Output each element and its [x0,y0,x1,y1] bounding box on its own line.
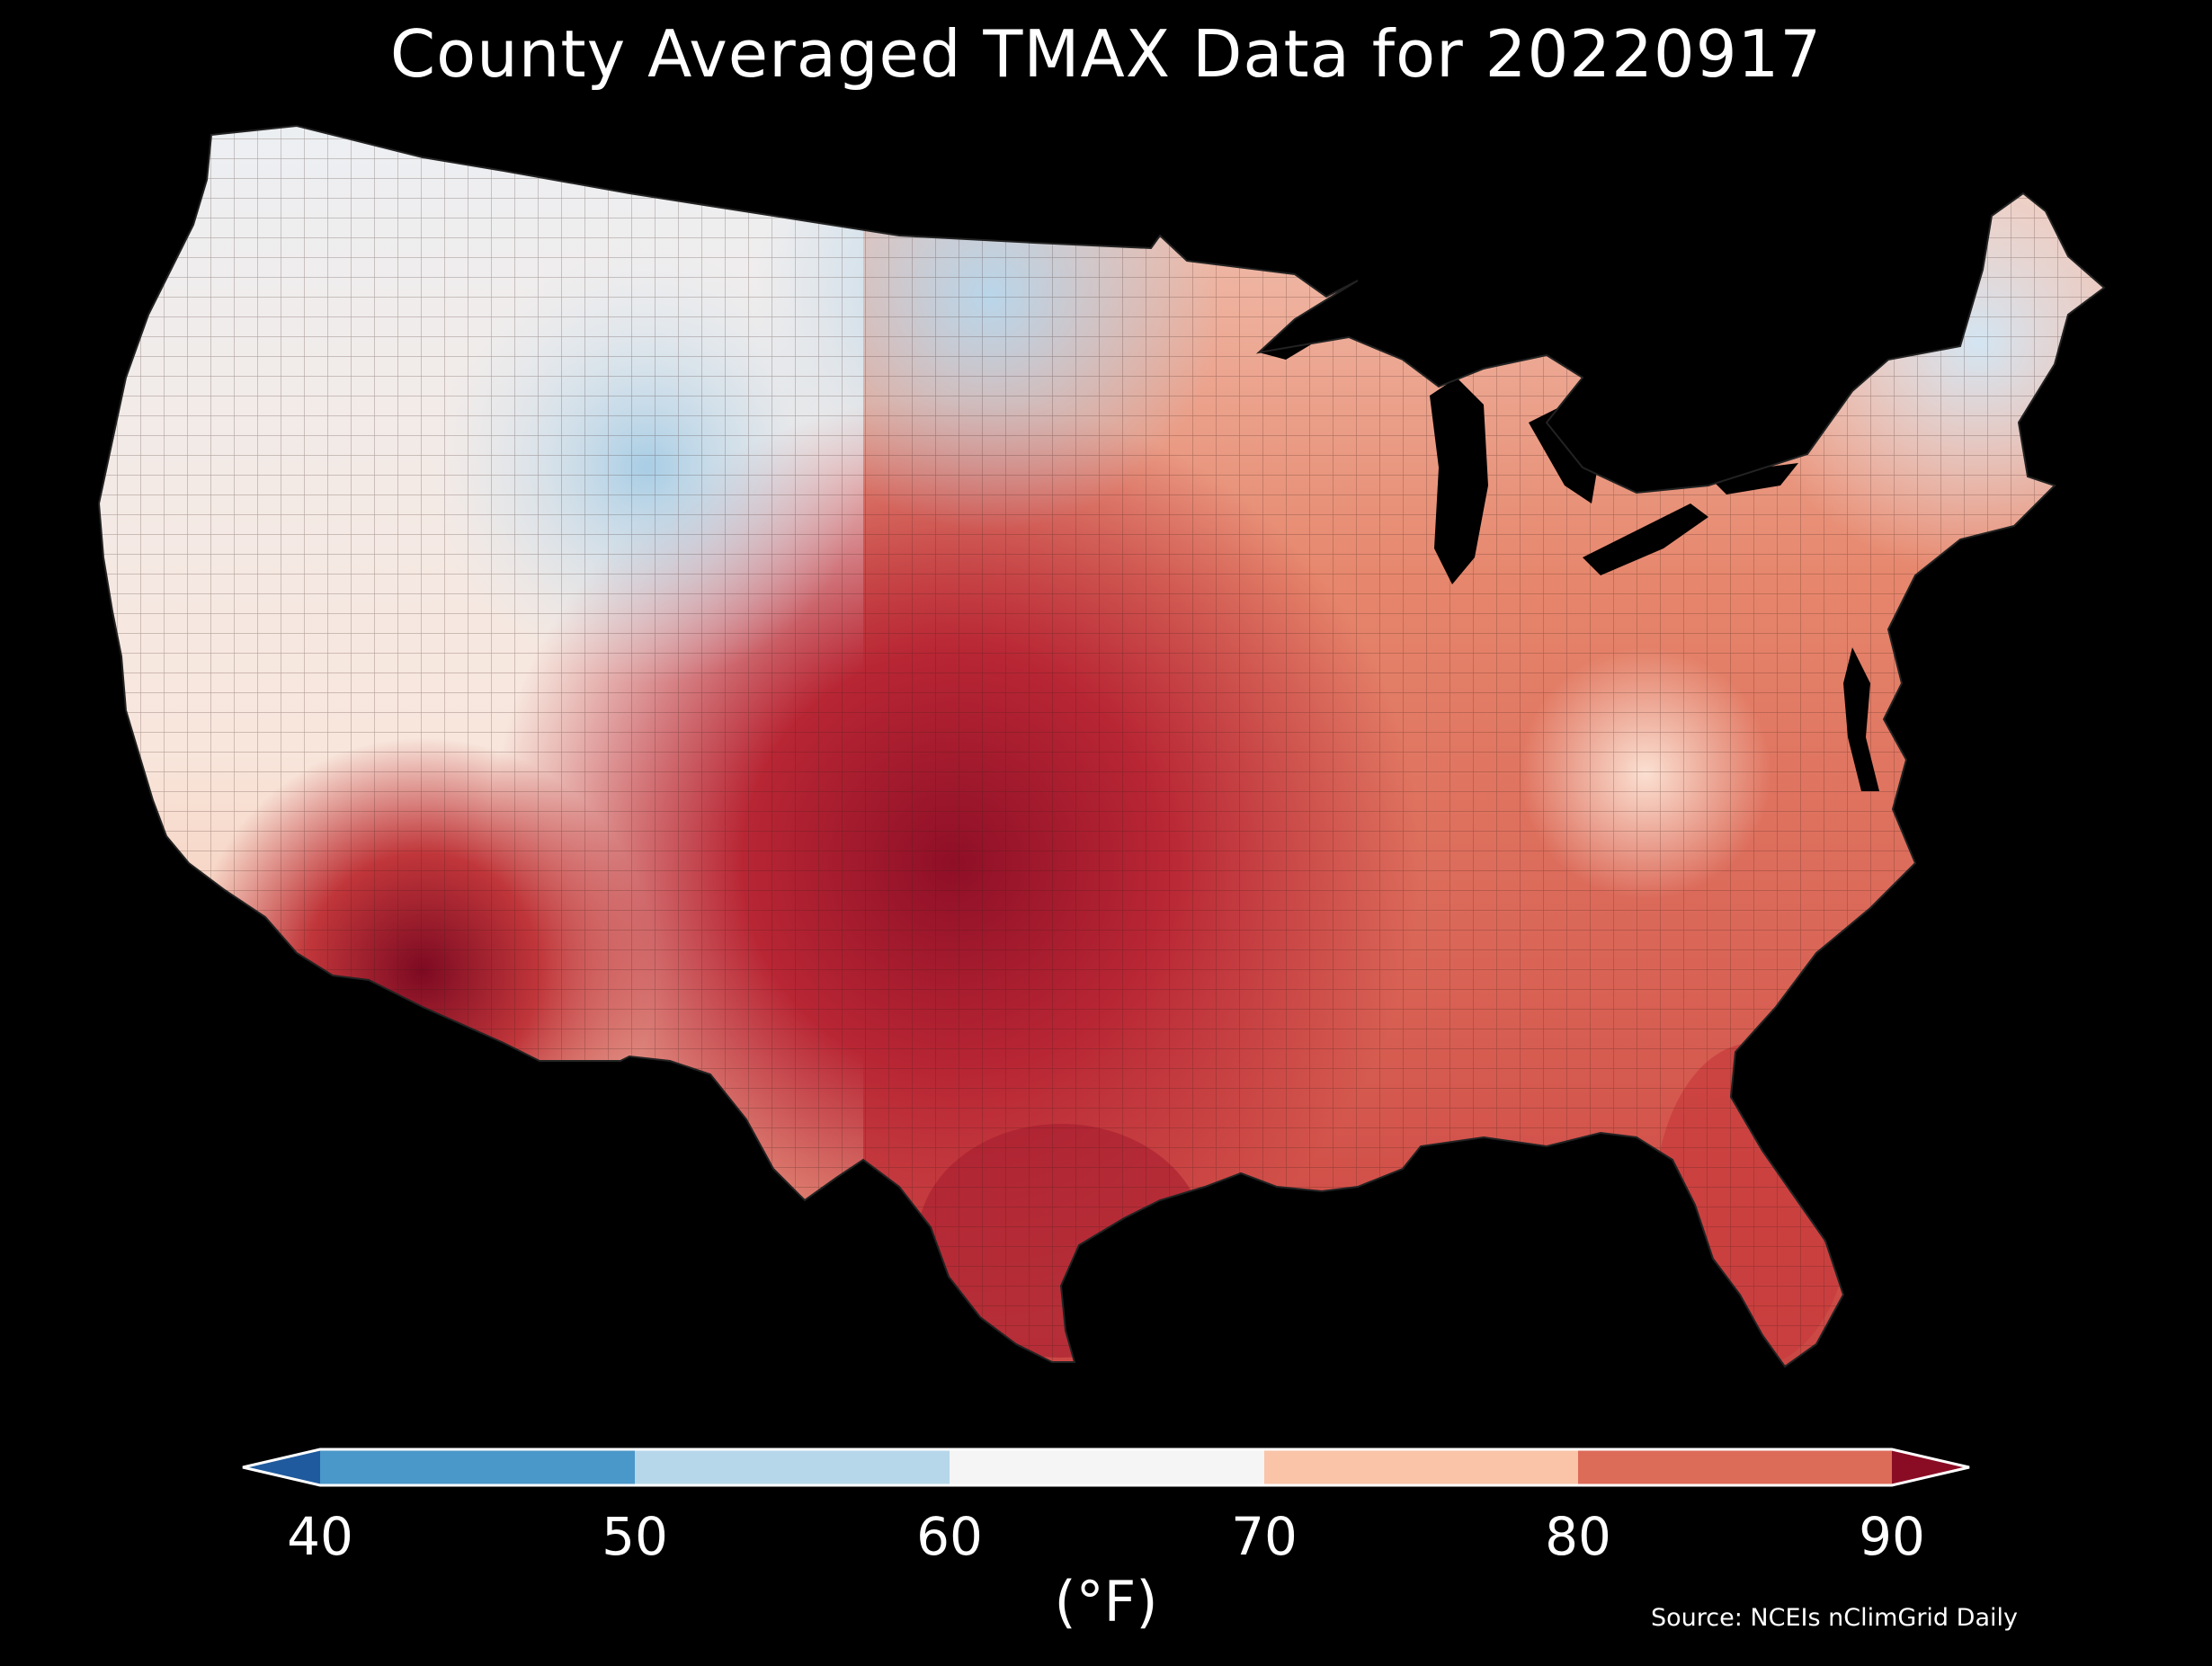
colorbar-tick-label: 60 [916,1506,983,1567]
colorbar-tick-label: 40 [287,1506,353,1567]
colorbar-band-80-90 [1578,1449,1892,1485]
great-lakes [1259,286,1798,584]
colorbar-band-60-70 [950,1449,1264,1485]
map-title: County Averaged TMAX Data for 20220917 [389,16,1823,92]
colorbar-tick-label: 90 [1859,1506,1925,1567]
colorbar-outline [242,1448,1970,1487]
colorbar-tick-label: 80 [1545,1506,1611,1567]
source-credit: Source: NCEIs nClimGrid Daily [1651,1604,2018,1632]
colorbar-band-50-60 [635,1449,950,1485]
colorbar-band-40-50 [320,1449,635,1485]
chesapeake-bay [1843,647,1879,791]
colorbar-tick-label: 70 [1231,1506,1298,1567]
colorbar-under-arrow [243,1449,320,1485]
colorbar-over-arrow [1892,1449,1969,1485]
colorbar-unit-label: (°F) [1054,1569,1158,1635]
colorbar-tick-label: 50 [602,1506,668,1567]
colorbar-band-70-80 [1264,1449,1578,1485]
